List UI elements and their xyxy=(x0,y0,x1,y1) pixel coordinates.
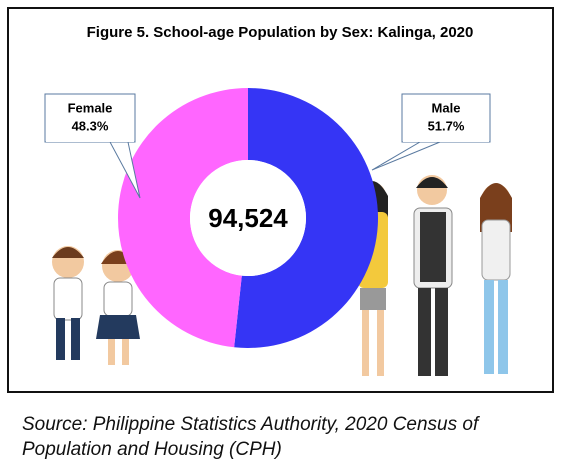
value-label: 48.3% xyxy=(72,118,109,133)
chart: Figure 5. School-age Population by Sex: … xyxy=(7,7,554,393)
callout-box xyxy=(401,93,491,143)
donut-segment xyxy=(117,88,248,348)
callout-cover xyxy=(46,139,134,142)
donut-segment xyxy=(234,88,378,348)
callout-cover xyxy=(403,139,489,142)
center-label: 94,524 xyxy=(208,203,288,233)
donut-hole xyxy=(190,160,306,276)
legend-label: Female xyxy=(68,100,113,115)
callout-box xyxy=(44,93,136,143)
legend-label: Male xyxy=(432,100,461,115)
source-note: Source: Philippine Statistics Authority,… xyxy=(22,414,479,460)
chart-title: Figure 5. School-age Population by Sex: … xyxy=(87,24,474,41)
value-label: 51.7% xyxy=(428,118,465,133)
